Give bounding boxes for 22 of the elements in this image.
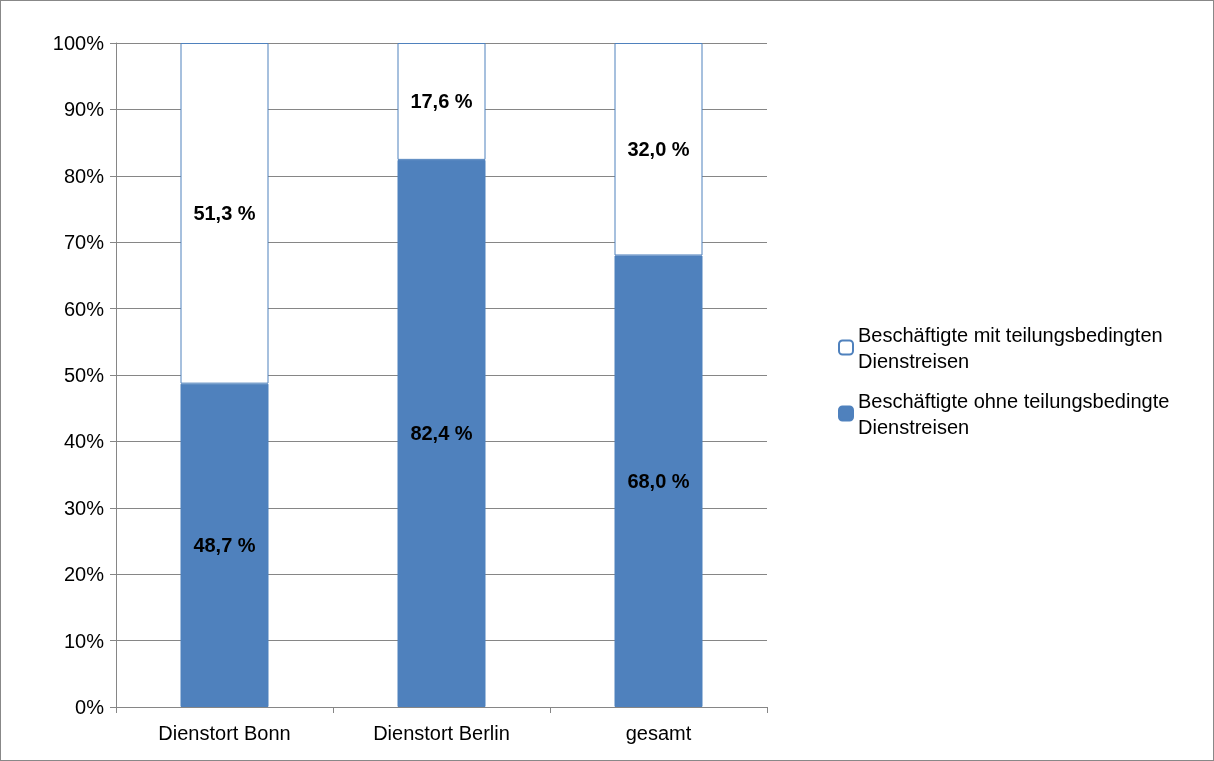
x-tick-label: Dienstort Bonn [158,722,291,744]
legend-label: Beschäftigte mit teilungsbedingten Dienstreisen [858,323,1169,372]
data-label: 82,4 % [410,422,473,445]
x-tick-label: Dienstort Berlin [373,722,510,744]
data-label: 68,0 % [627,470,690,493]
y-tick-label: 90% [63,98,105,121]
y-tick-label: 40% [63,430,105,453]
y-tick-label: 80% [63,164,105,187]
y-tick-label: 70% [63,231,105,254]
x-tick-label: gesamt [625,722,692,744]
y-tick-label: 10% [63,629,105,652]
data-label: 17,6 % [410,90,473,113]
y-tick-label: 100% [52,32,105,54]
data-label: 48,7 % [193,534,256,557]
legend-label: Beschäftigte ohne teilungsbedingte Dienstreisen [858,389,1175,438]
data-label: 51,3 % [193,202,256,225]
y-tick-label: 0% [75,696,105,718]
y-tick-label: 50% [63,364,105,386]
y-tick-label: 60% [63,297,105,320]
data-label: 32,0 % [627,138,690,161]
y-tick-label: 20% [63,563,105,586]
y-tick-label: 30% [63,496,105,519]
